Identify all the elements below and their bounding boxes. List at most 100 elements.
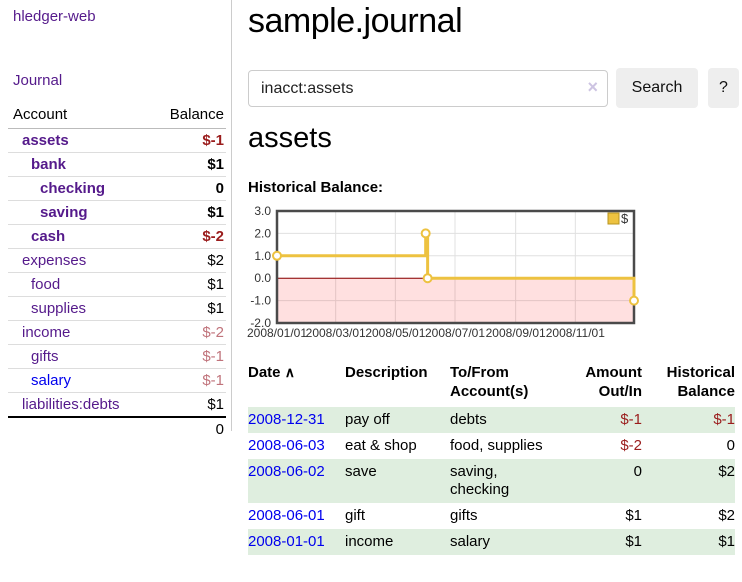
accounts-table: Account Balance assets $-1 bank $1 checking 0… (8, 103, 226, 441)
register-tbody: 2008-12-31 pay off debts $-1 $-1 2008-06-03 ea… (248, 407, 735, 555)
register-accounts-cell: salary (450, 529, 562, 555)
register-header-description: Description (345, 364, 428, 381)
x-axis-tick-label: 2008/03/01 (306, 326, 366, 340)
register-date-cell: 2008-06-01 (248, 503, 345, 529)
register-description-cell: income (345, 529, 450, 555)
sidebar-account-link[interactable]: food (31, 276, 61, 293)
register-date-cell: 2008-01-01 (248, 529, 345, 555)
register-row: 2008-06-03 eat & shop food, supplies $-2 0 (248, 433, 735, 459)
register-balance-cell: 0 (726, 437, 735, 454)
sidebar-account-row: liabilities:debts $1 (8, 392, 226, 418)
sidebar-account-row: checking 0 (8, 176, 226, 201)
sidebar-account-link[interactable]: bank (31, 156, 67, 173)
x-axis-tick-label: 2008/11/01 (546, 326, 605, 340)
sidebar-account-row: expenses $2 (8, 248, 226, 273)
x-axis-tick-label: 2008/09/01 (486, 326, 546, 340)
sort-asc-icon: ∧ (284, 364, 295, 380)
sidebar-account-row: assets $-1 (8, 128, 226, 153)
help-button[interactable]: ? (708, 68, 739, 108)
register-balance-cell: $-1 (642, 407, 735, 433)
transaction-date-link[interactable]: 2008-06-03 (248, 437, 325, 454)
accounts-total-value: 0 (148, 416, 226, 441)
sidebar: hledger-web Journal Account Balance asse… (0, 0, 232, 441)
sidebar-account-link[interactable]: saving (40, 204, 88, 221)
y-axis-tick-label: 0.0 (254, 271, 271, 285)
sidebar-account-balance: $1 (148, 392, 226, 418)
x-axis-tick-label: 2008/01/01 (247, 326, 307, 340)
sidebar-account-balance: $-2 (148, 320, 226, 345)
search-input[interactable] (248, 70, 608, 107)
register-date-cell: 2008-12-31 (248, 407, 345, 433)
sidebar-account-link[interactable]: cash (31, 228, 66, 245)
x-axis-tick-label: 2008/05/01 (365, 326, 425, 340)
sidebar-account-link[interactable]: supplies (31, 300, 87, 317)
accounts-total-spacer (8, 416, 149, 441)
sidebar-account-balance: $-1 (148, 344, 226, 369)
accounts-total-row: 0 (8, 416, 226, 441)
sidebar-account-row: cash $-2 (8, 224, 226, 249)
y-axis-tick-label: 1.0 (254, 249, 271, 263)
sidebar-account-link[interactable]: assets (22, 132, 69, 149)
register-row: 2008-01-01 income salary $1 $1 (248, 529, 735, 555)
register-accounts-cell: debts (450, 407, 562, 433)
register-accounts-cell: saving, checking (450, 459, 562, 503)
register-header-amount: Amount Out/In (585, 364, 642, 400)
register-amount-cell: $-2 (620, 437, 642, 454)
register-header-date[interactable]: Date ∧ (248, 364, 295, 381)
register-balance-cell: $1 (642, 529, 735, 555)
register-balance-cell: $2 (642, 459, 735, 503)
transaction-date-link[interactable]: 2008-12-31 (248, 411, 325, 428)
register-header-row: Date ∧ Description To/From Account(s) Am… (248, 360, 735, 407)
register-accounts-cell: gifts (450, 507, 478, 524)
accounts-header-balance: Balance (148, 103, 226, 129)
y-axis-tick-label: -2.0 (250, 316, 271, 330)
register-header-accounts: To/From Account(s) (450, 364, 529, 400)
sidebar-account-link[interactable]: expenses (22, 252, 87, 269)
sidebar-account-balance: $1 (148, 272, 226, 297)
sidebar-account-link[interactable]: gifts (31, 348, 59, 365)
legend-series-label: $ (621, 211, 629, 226)
sidebar-account-link[interactable]: income (22, 324, 71, 341)
register-description-cell: gift (345, 507, 366, 524)
sidebar-account-row: food $1 (8, 272, 226, 297)
register-row: 2008-06-01 gift gifts $1 $2 (248, 503, 735, 529)
transaction-date-link[interactable]: 2008-06-02 (248, 463, 325, 480)
account-heading: assets (248, 122, 332, 154)
sidebar-account-row: supplies $1 (8, 296, 226, 321)
transaction-date-link[interactable]: 2008-01-01 (248, 533, 325, 550)
transaction-date-link[interactable]: 2008-06-01 (248, 507, 325, 524)
register-table: Date ∧ Description To/From Account(s) Am… (248, 360, 735, 555)
sidebar-item-journal[interactable]: Journal (13, 72, 63, 89)
register-amount-cell: $1 (625, 507, 642, 524)
register-description-cell: eat & shop (345, 437, 417, 454)
y-axis-tick-label: 3.0 (254, 204, 271, 218)
historical-balance-chart: $3.0 2.0 1.0 0.0 -1.0 -2.0 2008/01/01 2008/03/0… (240, 203, 642, 343)
y-axis-tick-label: -1.0 (250, 294, 271, 308)
register-balance-cell: $2 (718, 507, 735, 524)
sidebar-account-row: gifts $-1 (8, 344, 226, 369)
register-amount-cell: $1 (562, 529, 642, 555)
sidebar-account-link[interactable]: liabilities:debts (22, 396, 120, 413)
search-form: × (248, 70, 608, 107)
sidebar-account-balance: $1 (148, 296, 226, 321)
register-description-cell: save (345, 459, 450, 503)
search-button[interactable]: Search (616, 68, 698, 108)
sidebar-account-balance: $-2 (148, 224, 226, 249)
register-amount-cell: 0 (562, 459, 642, 503)
app-title-link[interactable]: hledger-web (13, 8, 96, 25)
register-date-cell: 2008-06-02 (248, 459, 345, 503)
register-header-balance: Historical Balance (666, 364, 735, 400)
register-row: 2008-06-02 save saving, checking 0 $2 (248, 459, 735, 503)
accounts-tbody: assets $-1 bank $1 checking 0 saving $1 cash $-2 e… (8, 128, 226, 418)
register-row: 2008-12-31 pay off debts $-1 $-1 (248, 407, 735, 433)
sidebar-account-balance: $-1 (148, 368, 226, 393)
sidebar-account-link[interactable]: checking (40, 180, 106, 197)
chart-heading: Historical Balance: (248, 179, 384, 196)
y-axis-tick-label: 2.0 (254, 226, 271, 240)
register-date-cell: 2008-06-03 (248, 433, 345, 459)
clear-search-icon[interactable]: × (587, 77, 598, 97)
sidebar-account-balance: $2 (148, 248, 226, 273)
accounts-header-row: Account Balance (8, 103, 226, 129)
sidebar-account-link[interactable]: salary (31, 372, 72, 389)
sidebar-account-row: bank $1 (8, 152, 226, 177)
